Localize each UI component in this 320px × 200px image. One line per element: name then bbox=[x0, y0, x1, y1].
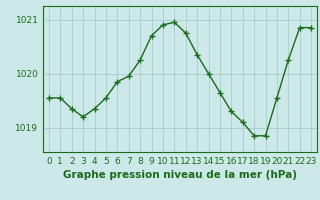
X-axis label: Graphe pression niveau de la mer (hPa): Graphe pression niveau de la mer (hPa) bbox=[63, 170, 297, 180]
